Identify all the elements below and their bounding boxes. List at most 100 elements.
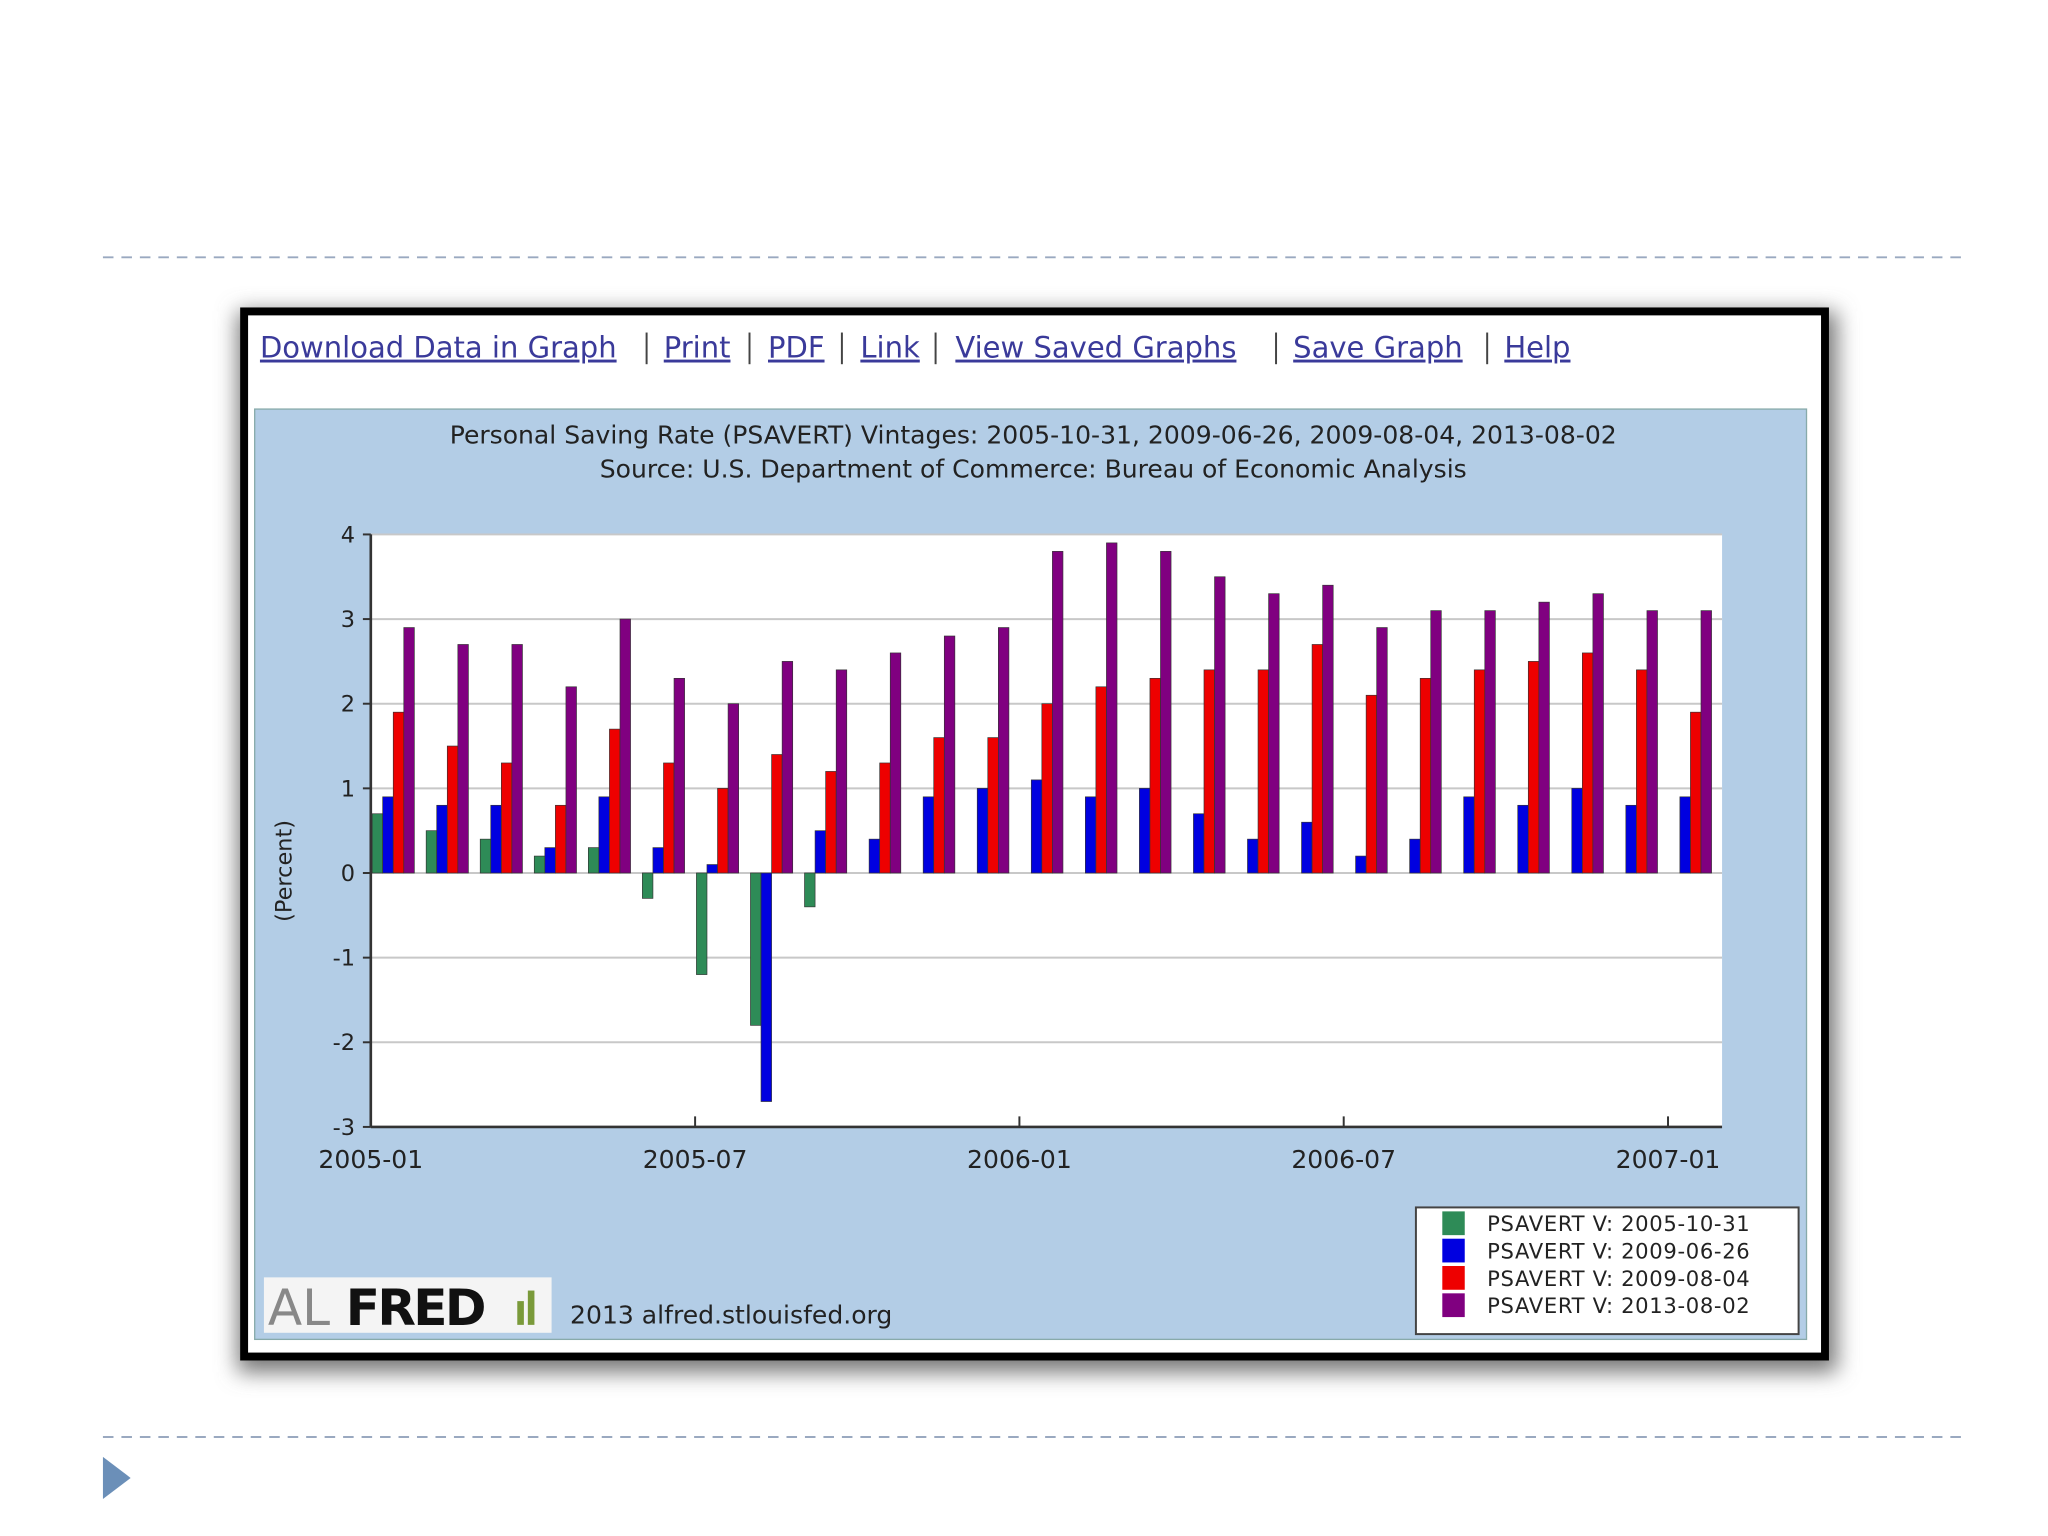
legend bbox=[1414, 1206, 1800, 1336]
bar bbox=[501, 762, 513, 874]
bar bbox=[1139, 788, 1151, 874]
bar bbox=[1679, 796, 1691, 874]
bar bbox=[1247, 838, 1259, 874]
bar bbox=[1463, 796, 1475, 874]
bar bbox=[1538, 601, 1550, 874]
bar bbox=[879, 762, 891, 874]
bar bbox=[1700, 610, 1712, 874]
bar bbox=[760, 872, 772, 1102]
toolbar-link[interactable]: Download Data in Graph bbox=[260, 331, 617, 365]
bar bbox=[555, 804, 567, 874]
bar bbox=[696, 872, 708, 975]
bar bbox=[1376, 627, 1388, 874]
bar bbox=[609, 728, 621, 874]
bar bbox=[663, 762, 675, 874]
x-tick-label: 2007-01 bbox=[1616, 1145, 1721, 1174]
bar bbox=[642, 872, 654, 899]
toolbar-link[interactable]: PDF bbox=[768, 331, 825, 365]
bar bbox=[814, 830, 826, 874]
bar bbox=[889, 652, 902, 874]
bar bbox=[868, 838, 881, 874]
bar bbox=[371, 813, 384, 874]
legend-label: PSAVERT V: 2009-06-26 bbox=[1487, 1238, 1750, 1263]
logo-icon bbox=[517, 1301, 524, 1325]
bar bbox=[804, 872, 816, 908]
bar bbox=[1085, 796, 1097, 874]
bar bbox=[987, 737, 999, 874]
toolbar-link[interactable]: Save Graph bbox=[1293, 331, 1462, 365]
bar bbox=[1430, 610, 1442, 874]
bar bbox=[998, 627, 1010, 874]
legend-swatch bbox=[1442, 1238, 1465, 1263]
bar bbox=[1322, 584, 1334, 874]
bar bbox=[652, 847, 664, 874]
bar bbox=[403, 627, 415, 874]
bar bbox=[1527, 661, 1540, 874]
chart-subtitle: Source: U.S. Department of Commerce: Bur… bbox=[600, 455, 1467, 484]
y-tick-label: 0 bbox=[341, 861, 355, 887]
bar bbox=[1646, 610, 1658, 874]
bar bbox=[1106, 542, 1118, 874]
bar bbox=[1095, 686, 1107, 874]
bar bbox=[1517, 804, 1529, 874]
chart-title: Personal Saving Rate (PSAVERT) Vintages:… bbox=[450, 420, 1617, 449]
bar bbox=[1160, 551, 1172, 874]
x-tick-label: 2005-07 bbox=[643, 1145, 748, 1174]
bar bbox=[1365, 694, 1378, 874]
bar bbox=[1636, 669, 1648, 874]
bar bbox=[1193, 813, 1205, 874]
bar bbox=[825, 771, 837, 874]
y-tick-label: 1 bbox=[341, 776, 355, 802]
bar bbox=[1203, 669, 1215, 874]
bar bbox=[587, 847, 600, 874]
legend-label: PSAVERT V: 2009-08-04 bbox=[1487, 1266, 1750, 1291]
bar bbox=[544, 847, 556, 874]
legend-swatch bbox=[1442, 1293, 1465, 1318]
bar bbox=[1484, 610, 1496, 874]
legend-label: PSAVERT V: 2005-10-31 bbox=[1487, 1211, 1750, 1236]
bar bbox=[771, 754, 783, 874]
bar bbox=[835, 669, 848, 874]
legend-swatch bbox=[1442, 1266, 1465, 1290]
bar bbox=[1592, 593, 1604, 874]
bar bbox=[425, 830, 438, 874]
logo-icon bbox=[527, 1290, 535, 1325]
bar bbox=[619, 618, 631, 874]
bar bbox=[1214, 576, 1226, 874]
bar bbox=[1311, 644, 1323, 874]
bar bbox=[565, 686, 577, 874]
bar bbox=[1419, 677, 1432, 874]
bar bbox=[1257, 669, 1269, 874]
bar bbox=[673, 677, 685, 874]
bar bbox=[717, 788, 729, 874]
bar bbox=[1690, 711, 1702, 874]
bullet bbox=[102, 1456, 131, 1500]
bar bbox=[922, 796, 935, 874]
bar bbox=[511, 644, 523, 874]
x-tick-label: 2005-01 bbox=[318, 1145, 423, 1174]
y-axis-label: (Percent) bbox=[272, 820, 298, 922]
y-tick-label: -1 bbox=[333, 946, 355, 972]
y-tick-label: -3 bbox=[333, 1115, 355, 1141]
y-tick-label: 2 bbox=[341, 692, 355, 718]
bar bbox=[1571, 788, 1583, 874]
logo-light: AL bbox=[268, 1278, 330, 1337]
toolbar-link[interactable]: View Saved Graphs bbox=[955, 331, 1236, 365]
bar bbox=[1473, 669, 1486, 874]
toolbar-link[interactable]: Link bbox=[860, 331, 920, 365]
bar bbox=[1149, 677, 1161, 874]
bar bbox=[706, 864, 718, 874]
bar bbox=[598, 796, 610, 874]
bar bbox=[436, 804, 448, 874]
logo bbox=[263, 1277, 552, 1333]
bar bbox=[533, 855, 546, 874]
bar bbox=[392, 711, 405, 874]
bar bbox=[1409, 838, 1421, 874]
toolbar-link[interactable]: Print bbox=[664, 331, 731, 365]
bar bbox=[490, 804, 502, 874]
toolbar-link[interactable]: Help bbox=[1504, 331, 1570, 365]
y-tick-label: 4 bbox=[341, 522, 355, 548]
bar bbox=[1041, 703, 1053, 874]
bar bbox=[933, 737, 945, 874]
